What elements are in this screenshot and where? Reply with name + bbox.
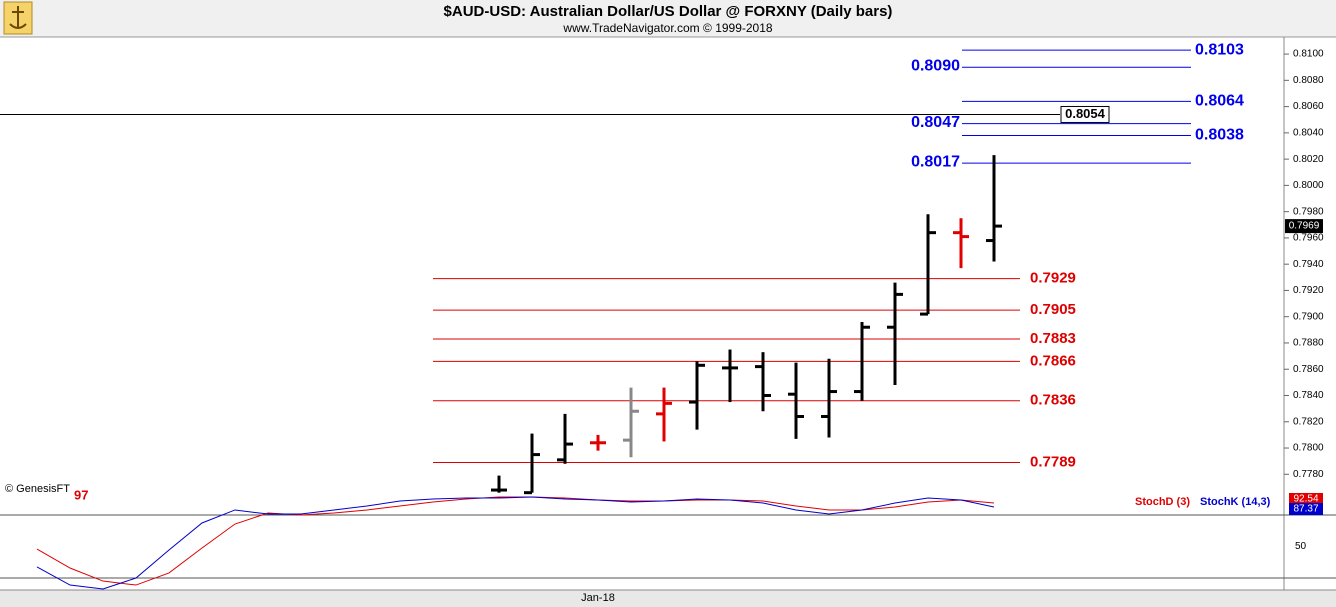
y-tick-label: 0.7880 <box>1293 338 1324 349</box>
level-label: 0.7929 <box>1030 270 1076 287</box>
watermark: © GenesisFT <box>5 483 70 495</box>
level-label: 0.8017 <box>911 153 960 170</box>
y-tick-label: 0.7960 <box>1293 233 1324 244</box>
level-label: 0.7836 <box>1030 392 1076 409</box>
legend-entry: StochD (3) <box>1135 496 1190 508</box>
y-tick-label: 0.8080 <box>1293 75 1324 86</box>
level-label: 0.8038 <box>1195 127 1244 144</box>
y-tick-label: 0.7980 <box>1293 206 1324 217</box>
level-label: 0.8090 <box>911 57 960 74</box>
last-price-box <box>1285 219 1323 234</box>
logo <box>3 1 33 35</box>
y-tick-label: 0.7940 <box>1293 259 1324 270</box>
chart-title: $AUD-USD: Australian Dollar/US Dollar @ … <box>444 3 893 20</box>
level-label: 0.8064 <box>1195 93 1244 110</box>
y-tick-label: 0.8040 <box>1293 128 1324 139</box>
header-bg <box>0 0 1336 37</box>
y-tick-label: 0.7800 <box>1293 443 1324 454</box>
indicator-last-box <box>1289 493 1323 505</box>
indicator-last-box <box>1289 503 1323 515</box>
reference-label-box <box>1060 105 1110 123</box>
level-label: 0.7883 <box>1030 330 1076 347</box>
y-tick-label: 0.7860 <box>1293 364 1324 375</box>
indicator-line <box>36 496 995 590</box>
y-tick-label: 0.7780 <box>1293 469 1324 480</box>
level-label: 0.8047 <box>911 114 960 131</box>
y-tick-label: 0.7820 <box>1293 416 1324 427</box>
y-tick-label: 0.7900 <box>1293 311 1324 322</box>
indicator-last-label: 92.54 <box>1293 494 1318 505</box>
level-label: 0.7905 <box>1030 301 1076 318</box>
legend-entry: StochK (14,3) <box>1200 496 1271 508</box>
y-tick-label: 0.8000 <box>1293 180 1324 191</box>
reference-label: 0.8054 <box>1065 106 1106 121</box>
y-tick-label: 0.8060 <box>1293 101 1324 112</box>
y-tick-label: 0.8020 <box>1293 154 1324 165</box>
indicator-tick-label: 50 <box>1295 541 1307 552</box>
level-label: 0.8103 <box>1195 41 1244 58</box>
level-label: 0.7789 <box>1030 453 1076 470</box>
y-tick-label: 0.8100 <box>1293 49 1324 60</box>
y-tick-label: 0.7840 <box>1293 390 1324 401</box>
y-tick-label: 0.7920 <box>1293 285 1324 296</box>
x-tick-label: Jan-18 <box>581 592 615 604</box>
date-axis-bg <box>0 590 1336 607</box>
indicator-left-label: 97 <box>74 487 88 502</box>
chart-subtitle: www.TradeNavigator.com © 1999-2018 <box>562 21 772 35</box>
last-price-label: 0.7969 <box>1289 221 1320 232</box>
level-label: 0.7866 <box>1030 352 1076 369</box>
indicator-last-label: 87.37 <box>1293 504 1318 515</box>
